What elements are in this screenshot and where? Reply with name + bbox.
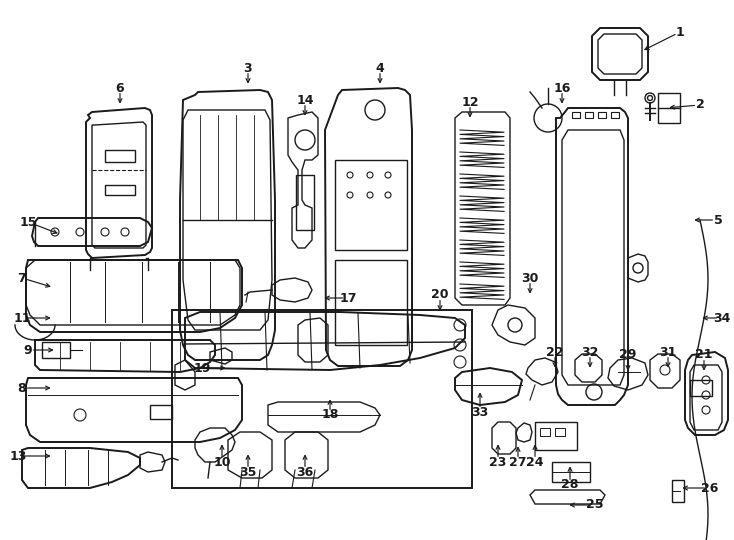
Text: 16: 16 bbox=[553, 82, 571, 94]
Text: 6: 6 bbox=[116, 82, 124, 94]
Text: 21: 21 bbox=[695, 348, 713, 361]
Text: 20: 20 bbox=[432, 288, 448, 301]
Text: 9: 9 bbox=[23, 343, 32, 356]
Bar bbox=[535, 422, 577, 450]
Bar bbox=[658, 93, 680, 123]
Text: 30: 30 bbox=[521, 272, 539, 285]
Text: 2: 2 bbox=[696, 98, 705, 111]
Text: 8: 8 bbox=[18, 381, 26, 395]
Bar bbox=[585, 112, 593, 118]
Bar bbox=[335, 260, 407, 345]
Text: 35: 35 bbox=[239, 465, 257, 478]
Bar bbox=[42, 342, 70, 358]
Text: 32: 32 bbox=[581, 346, 599, 359]
Text: 4: 4 bbox=[376, 62, 385, 75]
Text: 7: 7 bbox=[18, 272, 26, 285]
Bar bbox=[105, 185, 135, 195]
Text: 14: 14 bbox=[297, 93, 313, 106]
Bar bbox=[555, 428, 565, 436]
Text: 1: 1 bbox=[675, 25, 684, 38]
Bar bbox=[690, 380, 712, 396]
Text: 34: 34 bbox=[713, 312, 730, 325]
Text: 27: 27 bbox=[509, 456, 527, 469]
Text: 24: 24 bbox=[526, 456, 544, 469]
Bar bbox=[598, 112, 606, 118]
Bar bbox=[552, 462, 590, 482]
Text: 28: 28 bbox=[562, 478, 578, 491]
Bar bbox=[572, 112, 580, 118]
Text: 18: 18 bbox=[321, 408, 338, 422]
Text: 26: 26 bbox=[701, 482, 719, 495]
Text: 22: 22 bbox=[546, 346, 564, 359]
Bar bbox=[150, 405, 172, 419]
Bar bbox=[335, 160, 407, 250]
Text: 29: 29 bbox=[619, 348, 636, 361]
Text: 23: 23 bbox=[490, 456, 506, 469]
Text: 25: 25 bbox=[586, 498, 604, 511]
Bar bbox=[296, 175, 314, 230]
Text: 5: 5 bbox=[713, 213, 722, 226]
Bar bbox=[540, 428, 550, 436]
Text: 12: 12 bbox=[461, 96, 479, 109]
Text: 15: 15 bbox=[19, 215, 37, 228]
Bar bbox=[105, 150, 135, 162]
Text: 31: 31 bbox=[659, 346, 677, 359]
Text: 10: 10 bbox=[214, 456, 230, 469]
Text: 33: 33 bbox=[471, 406, 489, 419]
Text: 19: 19 bbox=[193, 361, 211, 375]
Text: 11: 11 bbox=[13, 312, 31, 325]
Bar bbox=[611, 112, 619, 118]
Text: 13: 13 bbox=[10, 449, 26, 462]
Text: 3: 3 bbox=[244, 62, 252, 75]
Bar bbox=[672, 480, 684, 502]
Bar bbox=[172, 310, 472, 488]
Text: 17: 17 bbox=[339, 292, 357, 305]
Text: 36: 36 bbox=[297, 465, 313, 478]
